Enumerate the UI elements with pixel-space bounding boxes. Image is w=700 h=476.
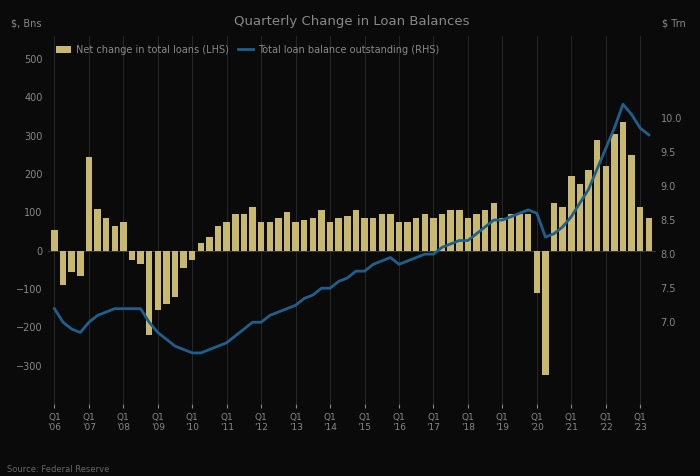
Bar bbox=[387, 214, 393, 251]
Bar bbox=[379, 214, 385, 251]
Bar bbox=[146, 251, 153, 335]
Bar bbox=[163, 251, 169, 304]
Bar bbox=[293, 222, 299, 251]
Bar bbox=[309, 218, 316, 251]
Text: $, Bns: $, Bns bbox=[11, 19, 41, 29]
Bar bbox=[94, 208, 101, 251]
Bar bbox=[249, 207, 256, 251]
Bar bbox=[318, 210, 325, 251]
Title: Quarterly Change in Loan Balances: Quarterly Change in Loan Balances bbox=[234, 15, 470, 28]
Bar bbox=[551, 203, 557, 251]
Bar bbox=[215, 226, 221, 251]
Bar bbox=[395, 222, 402, 251]
Bar bbox=[430, 218, 437, 251]
Bar bbox=[301, 220, 307, 251]
Bar bbox=[620, 122, 626, 251]
Bar bbox=[439, 214, 445, 251]
Bar bbox=[111, 226, 118, 251]
Bar bbox=[465, 218, 471, 251]
Bar bbox=[172, 251, 178, 297]
Bar bbox=[456, 210, 463, 251]
Bar bbox=[206, 238, 213, 251]
Bar bbox=[499, 218, 505, 251]
Bar bbox=[197, 243, 204, 251]
Bar bbox=[421, 214, 428, 251]
Bar bbox=[413, 218, 419, 251]
Bar bbox=[284, 212, 290, 251]
Bar bbox=[129, 251, 135, 260]
Bar bbox=[51, 229, 57, 251]
Bar bbox=[637, 207, 643, 251]
Bar bbox=[645, 218, 652, 251]
Bar bbox=[241, 214, 247, 251]
Bar bbox=[577, 184, 583, 251]
Bar bbox=[568, 176, 575, 251]
Bar bbox=[223, 222, 230, 251]
Bar bbox=[594, 139, 601, 251]
Bar bbox=[258, 222, 265, 251]
Bar bbox=[559, 207, 566, 251]
Bar bbox=[103, 218, 109, 251]
Bar bbox=[327, 222, 333, 251]
Bar bbox=[361, 218, 368, 251]
Bar bbox=[517, 214, 523, 251]
Bar bbox=[267, 222, 273, 251]
Bar bbox=[447, 210, 454, 251]
Bar bbox=[275, 218, 281, 251]
Legend: Net change in total loans (LHS), Total loan balance outstanding (RHS): Net change in total loans (LHS), Total l… bbox=[52, 41, 443, 59]
Bar bbox=[482, 210, 489, 251]
Bar bbox=[85, 157, 92, 251]
Bar bbox=[189, 251, 195, 260]
Bar bbox=[77, 251, 83, 276]
Bar bbox=[335, 218, 342, 251]
Bar bbox=[155, 251, 161, 310]
Bar bbox=[137, 251, 144, 264]
Bar bbox=[120, 222, 127, 251]
Bar bbox=[611, 134, 617, 251]
Bar bbox=[491, 203, 497, 251]
Bar bbox=[344, 216, 351, 251]
Bar bbox=[525, 214, 531, 251]
Bar bbox=[508, 214, 514, 251]
Bar bbox=[533, 251, 540, 293]
Bar bbox=[69, 251, 75, 272]
Bar bbox=[181, 251, 187, 268]
Bar bbox=[60, 251, 66, 285]
Bar bbox=[603, 167, 609, 251]
Bar bbox=[353, 210, 359, 251]
Text: Source: Federal Reserve: Source: Federal Reserve bbox=[7, 465, 109, 474]
Bar bbox=[405, 222, 411, 251]
Bar bbox=[473, 214, 480, 251]
Bar bbox=[232, 214, 239, 251]
Bar bbox=[629, 155, 635, 251]
Text: $ Trn: $ Trn bbox=[662, 19, 686, 29]
Bar bbox=[370, 218, 377, 251]
Bar bbox=[542, 251, 549, 375]
Bar bbox=[585, 170, 591, 251]
